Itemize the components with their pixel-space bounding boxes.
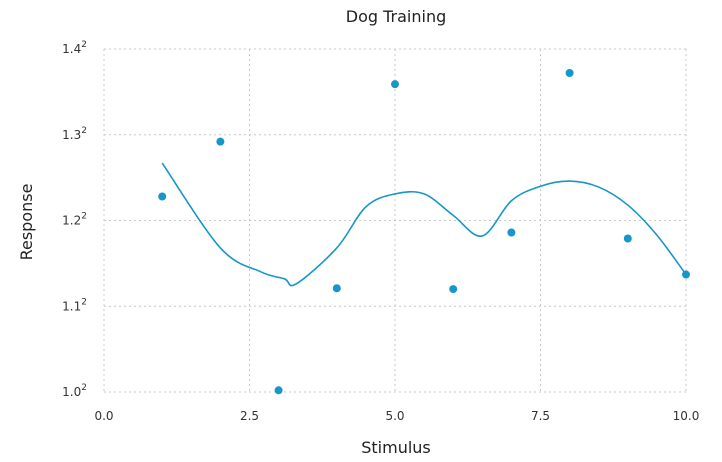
y-tick-label: 1.42 xyxy=(62,40,87,56)
data-point xyxy=(332,284,341,293)
y-tick-label: 1.32 xyxy=(62,126,87,142)
x-axis-label: Stimulus xyxy=(361,438,431,457)
chart-title: Dog Training xyxy=(346,7,446,26)
y-axis-label: Response xyxy=(17,184,36,261)
x-tick-label: 5.0 xyxy=(385,409,404,423)
data-point xyxy=(274,386,283,395)
x-tick-label: 7.5 xyxy=(531,409,550,423)
data-point xyxy=(682,270,690,279)
x-tick-label: 2.5 xyxy=(240,409,259,423)
y-tick-label: 1.22 xyxy=(62,212,87,228)
series-layer xyxy=(158,69,690,395)
x-tick-label: 10.0 xyxy=(673,409,700,423)
y-tick-label: 1.02 xyxy=(62,383,87,399)
x-axis-ticks: 0.0 2.5 5.0 7.5 10.0 xyxy=(94,409,699,423)
data-point xyxy=(391,80,399,89)
data-point xyxy=(216,137,225,146)
x-tick-label: 0.0 xyxy=(94,409,113,423)
trend-curve xyxy=(161,162,687,287)
data-point xyxy=(507,228,516,237)
data-point xyxy=(158,192,167,201)
grid xyxy=(103,48,687,393)
y-axis-ticks: 1.02 1.12 1.22 1.32 1.42 xyxy=(62,40,87,399)
data-point xyxy=(449,285,458,294)
data-point xyxy=(565,69,574,78)
data-point xyxy=(623,234,632,243)
y-tick-label: 1.12 xyxy=(62,297,87,313)
